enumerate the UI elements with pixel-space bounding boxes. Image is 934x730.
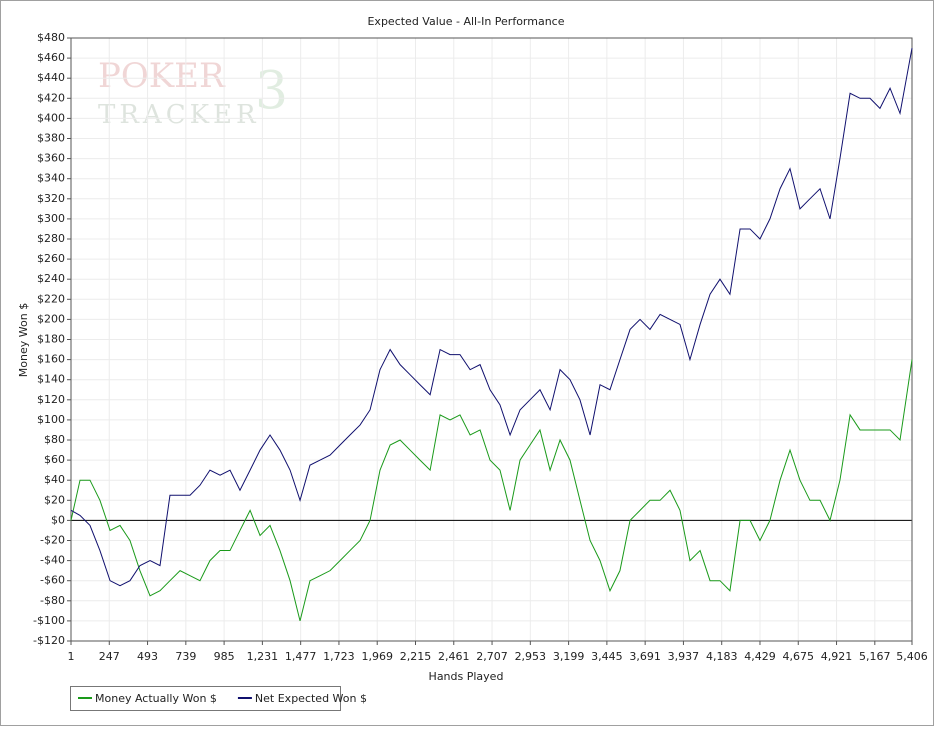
- y-tick-label: $460: [37, 51, 65, 64]
- x-tick-label: 5,167: [859, 650, 891, 663]
- x-tick-label: 493: [137, 650, 158, 663]
- y-tick-label: $140: [37, 373, 65, 386]
- y-tick-label: -$20: [40, 534, 65, 547]
- x-axis-label: Hands Played: [429, 670, 504, 683]
- y-tick-label: -$60: [40, 574, 65, 587]
- x-tick-label: 3,937: [668, 650, 700, 663]
- y-tick-label: $160: [37, 353, 65, 366]
- y-tick-label: $180: [37, 333, 65, 346]
- y-tick-label: -$100: [33, 614, 65, 627]
- series-line: [70, 47, 913, 587]
- x-tick-label: 4,675: [783, 650, 815, 663]
- x-tick-label: 247: [99, 650, 120, 663]
- y-tick-label: $260: [37, 252, 65, 265]
- y-tick-label: -$120: [33, 634, 65, 647]
- x-tick-label: 1,723: [323, 650, 355, 663]
- x-tick-label: 4,183: [706, 650, 738, 663]
- y-tick-label: $400: [37, 111, 65, 124]
- y-tick-label: $120: [37, 393, 65, 406]
- x-tick-label: 4,429: [744, 650, 776, 663]
- x-tick-label: 739: [175, 650, 196, 663]
- y-tick-label: $480: [37, 31, 65, 44]
- y-tick-label: $0: [51, 513, 65, 526]
- legend-label: Money Actually Won $: [95, 692, 217, 705]
- y-tick-label: -$80: [40, 594, 65, 607]
- watermark-text: TRACKER: [98, 100, 260, 130]
- watermark-text: POKER: [98, 56, 226, 96]
- y-tick-label: -$40: [40, 554, 65, 567]
- y-tick-label: $220: [37, 292, 65, 305]
- legend: [70, 686, 341, 711]
- y-tick-label: $300: [37, 212, 65, 225]
- y-tick-label: $280: [37, 232, 65, 245]
- series-line: [70, 359, 913, 622]
- x-tick-label: 4,921: [821, 650, 853, 663]
- y-tick-label: $80: [44, 433, 65, 446]
- x-tick-label: 1,231: [247, 650, 279, 663]
- y-tick-label: $100: [37, 413, 65, 426]
- x-tick-label: 2,461: [438, 650, 470, 663]
- y-tick-label: $360: [37, 152, 65, 165]
- y-tick-label: $200: [37, 312, 65, 325]
- x-tick-label: 2,707: [476, 650, 508, 663]
- y-tick-label: $240: [37, 272, 65, 285]
- watermark: POKER TRACKER 3: [98, 56, 288, 130]
- y-axis-label: Money Won $: [17, 303, 30, 377]
- x-tick-label: 5,406: [896, 650, 928, 663]
- watermark-text: 3: [255, 62, 288, 122]
- x-tick-label: 2,215: [400, 650, 432, 663]
- y-tick-label: $40: [44, 473, 65, 486]
- plot-border: [70, 37, 913, 642]
- y-tick-label: $440: [37, 71, 65, 84]
- y-tick-label: $20: [44, 493, 65, 506]
- legend-label: Net Expected Won $: [255, 692, 367, 705]
- x-tick-label: 3,691: [629, 650, 661, 663]
- x-tick-label: 2,953: [515, 650, 547, 663]
- x-tick-label: 3,199: [553, 650, 585, 663]
- x-tick-label: 1: [68, 650, 75, 663]
- y-tick-label: $380: [37, 132, 65, 145]
- chart-title: Expected Value - All-In Performance: [367, 15, 564, 28]
- x-tick-label: 1,477: [285, 650, 317, 663]
- x-tick-label: 985: [214, 650, 235, 663]
- x-tick-label: 1,969: [361, 650, 393, 663]
- y-tick-label: $340: [37, 172, 65, 185]
- y-tick-label: $60: [44, 453, 65, 466]
- y-tick-label: $420: [37, 91, 65, 104]
- x-tick-label: 3,445: [591, 650, 623, 663]
- y-tick-label: $320: [37, 192, 65, 205]
